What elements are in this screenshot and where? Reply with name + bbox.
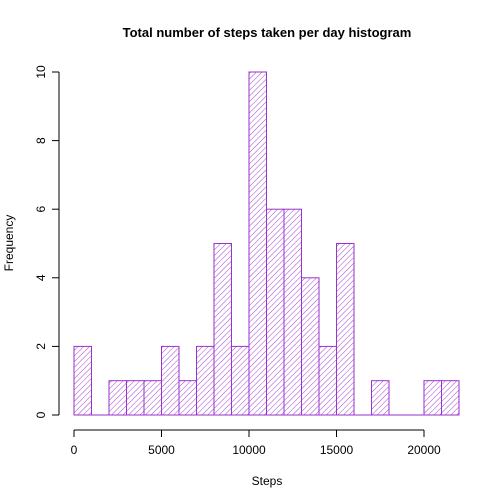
histogram-bar-21	[441, 380, 460, 416]
histogram-bar-7	[196, 345, 215, 416]
histogram-bar-4	[143, 380, 162, 416]
histogram-bar-2	[108, 380, 127, 416]
y-axis-label: Frequency	[2, 215, 16, 272]
histogram-bar-11	[266, 208, 285, 416]
histogram-bar-17	[371, 380, 390, 416]
histogram-bar-9	[231, 345, 250, 416]
histogram-bar-20	[423, 380, 442, 416]
histogram-bar-6	[178, 380, 197, 416]
y-tick-label-1: 2	[34, 343, 48, 350]
bars-group	[73, 71, 460, 416]
histogram-bar-14	[318, 345, 337, 416]
histogram-bar-0	[73, 345, 92, 416]
histogram-bar-10	[248, 71, 267, 416]
x-axis-label: Steps	[252, 474, 283, 488]
chart-title: Total number of steps taken per day hist…	[123, 25, 412, 40]
x-tick-label-0: 0	[71, 443, 78, 457]
x-tick-label-2: 10000	[232, 443, 266, 457]
histogram-bar-12	[283, 208, 302, 416]
y-tick-label-4: 8	[34, 137, 48, 144]
x-tick-label-1: 5000	[148, 443, 175, 457]
y-tick-label-5: 10	[34, 65, 48, 79]
x-axis: 0 5000 10000 15000 20000	[71, 429, 441, 457]
y-axis: 0 2 4 6 8 10	[34, 65, 60, 418]
histogram-bar-8	[213, 243, 232, 416]
histogram-bar-15	[336, 243, 355, 416]
x-tick-label-3: 15000	[320, 443, 354, 457]
histogram-bar-5	[161, 345, 180, 416]
histogram-bar-3	[126, 380, 145, 416]
x-tick-label-4: 20000	[407, 443, 441, 457]
y-tick-label-2: 4	[34, 274, 48, 281]
histogram-bar-13	[301, 277, 320, 416]
y-tick-label-0: 0	[34, 411, 48, 418]
y-tick-label-3: 6	[34, 206, 48, 213]
